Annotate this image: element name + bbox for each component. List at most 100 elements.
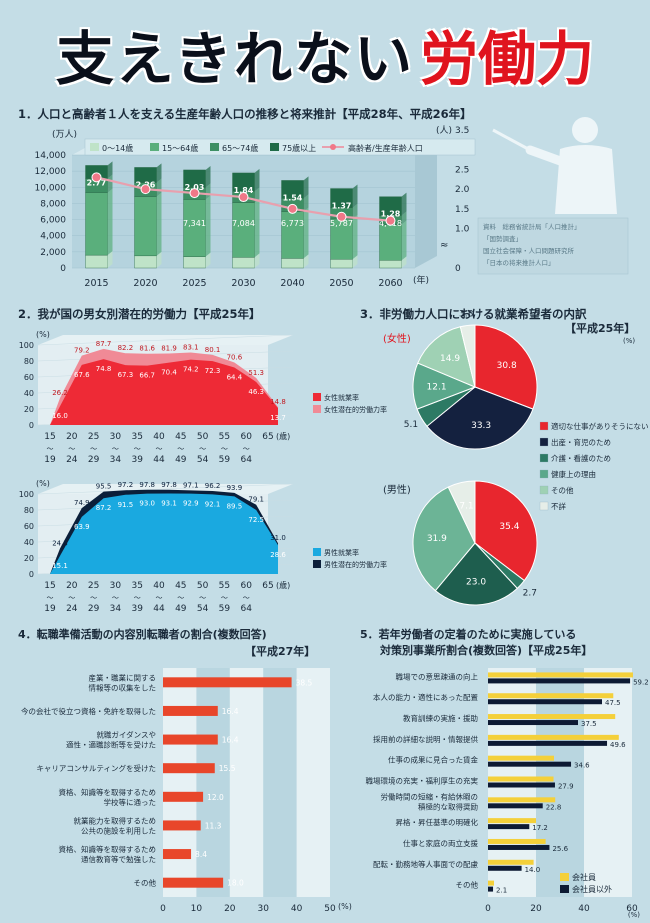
chart1-legend-label: 0〜14歳 bbox=[102, 143, 133, 153]
presenter-body bbox=[555, 145, 617, 214]
chart2-xtick-sep: 〜 bbox=[177, 594, 184, 602]
chart2-label-employment: 15.1 bbox=[52, 562, 68, 570]
chart2-xtick: 29 bbox=[88, 455, 100, 465]
chart4-bar bbox=[163, 877, 224, 888]
chart4-bar bbox=[163, 677, 292, 688]
chart4-category: 資格、知識等を取得するため学校等に通った bbox=[59, 787, 157, 807]
chart5-xtick: 60 bbox=[626, 904, 638, 914]
chart3-female-label: 3.8 bbox=[459, 310, 474, 320]
chart4-value-label: 12.0 bbox=[207, 793, 224, 802]
chart3-male-label: 7.1 bbox=[459, 502, 473, 512]
chart2-label-employment: 72.3 bbox=[205, 367, 221, 375]
chart2-gridline bbox=[37, 483, 294, 495]
chart5-value-label: 59.2 bbox=[633, 678, 649, 686]
chart2-area-employment bbox=[50, 359, 278, 425]
chart3-group-female: (女性) bbox=[383, 332, 411, 345]
chart4-category: その他 bbox=[134, 878, 157, 888]
chart5-value-label: 27.9 bbox=[558, 783, 574, 791]
chart2-label-potential: 74.9 bbox=[74, 499, 90, 507]
chart1-ytick: 6,000 bbox=[40, 216, 66, 226]
chart2-label-employment: 16.0 bbox=[52, 412, 68, 420]
chart2-ytick: 100 bbox=[19, 341, 34, 350]
chart2-xtick: 19 bbox=[44, 604, 56, 614]
chart3-female-label: 33.3 bbox=[471, 421, 491, 431]
chart2-label-potential: 97.8 bbox=[161, 481, 177, 489]
chart2-xtick: 50 bbox=[197, 581, 209, 591]
chart1-legend-label: 高齢者/生産年齢人口 bbox=[348, 143, 423, 153]
chart1-bar-side bbox=[156, 251, 162, 268]
chart4-bar bbox=[163, 849, 192, 860]
chart2-xtick: 60 bbox=[240, 432, 252, 442]
chart1-bar-segment bbox=[183, 256, 206, 269]
chart4-value-label: 8.4 bbox=[195, 850, 207, 859]
chart2-xtick: 60 bbox=[240, 581, 252, 591]
chart2-label-potential: 79.2 bbox=[74, 347, 90, 355]
chart2-label-employment: 63.9 bbox=[74, 523, 90, 531]
chart2-xtick: 65 bbox=[262, 432, 273, 442]
chart1-bar-side bbox=[303, 254, 309, 268]
chart1-ytick: 4,000 bbox=[40, 232, 66, 242]
chart2-xtick: 45 bbox=[175, 581, 186, 591]
chart5-bar bbox=[488, 824, 530, 830]
chart3-legend-swatch bbox=[539, 421, 549, 431]
chart1-xtick: 2020 bbox=[133, 278, 157, 289]
chart5-bar bbox=[488, 782, 555, 788]
chart3-male-label: 31.9 bbox=[427, 534, 447, 544]
chart1-label-mid: 7,341 bbox=[183, 219, 206, 228]
chart1-title: 1．人口と高齢者１人を支える生産年齢人口の推移と将来推計【平成28年、平成26年… bbox=[18, 107, 472, 121]
chart1-bar-segment bbox=[379, 260, 402, 269]
chart2-xtick: 65 bbox=[262, 581, 273, 591]
chart2-xtick: 55 bbox=[219, 432, 230, 442]
chart2-legend-label: 女性潜在的労働力率 bbox=[324, 405, 387, 414]
chart4-subtitle: 【平成27年】 bbox=[245, 644, 315, 658]
chart5-bar bbox=[488, 838, 546, 844]
chart4-bar bbox=[163, 791, 204, 802]
chart1-legend-label: 75歳以上 bbox=[282, 143, 316, 153]
chart1-axis-break: ≈ bbox=[440, 240, 448, 251]
chart5-bar bbox=[488, 714, 616, 720]
chart5-bar bbox=[488, 678, 631, 684]
chart1-source-line: 国立社会保障・人口問題研究所 bbox=[483, 246, 575, 255]
chart2-label-potential: 81.6 bbox=[139, 345, 155, 353]
chart1-bar-side bbox=[107, 161, 113, 179]
chart3-male-label: 35.4 bbox=[499, 522, 519, 532]
chart1-source-box bbox=[477, 217, 629, 275]
chart2-xtick: 20 bbox=[66, 432, 78, 442]
chart1-bar-side bbox=[205, 252, 211, 268]
chart5-category: その他 bbox=[456, 880, 479, 890]
chart2-ytick: 20 bbox=[24, 405, 34, 414]
chart1-bar-segment bbox=[134, 196, 157, 257]
chart1-xtick: 2040 bbox=[280, 278, 304, 289]
chart3-legend-label: 不詳 bbox=[551, 501, 566, 511]
chart1-xtick: 2025 bbox=[182, 278, 206, 289]
chart2-xtick-sep: 〜 bbox=[68, 445, 75, 453]
chart2-xtick: 19 bbox=[44, 455, 56, 465]
chart1-bar-side bbox=[205, 165, 211, 188]
chart5-value-label: 14.0 bbox=[525, 866, 541, 874]
presenter-pointer bbox=[492, 128, 531, 152]
chart1-source-line: 「日本の将来推計人口」 bbox=[483, 258, 555, 267]
chart5-bar bbox=[488, 880, 494, 886]
chart2-label-potential: 97.1 bbox=[183, 481, 199, 489]
chart1-bar-side bbox=[254, 168, 260, 192]
chart5-bar bbox=[488, 699, 602, 705]
chart2-xtick-sep: 〜 bbox=[90, 594, 97, 602]
chart1-label-top: 2.03 bbox=[185, 183, 205, 192]
chart2-xtick-sep: 〜 bbox=[243, 445, 250, 453]
chart3-male-slice bbox=[412, 486, 476, 592]
chart2-label-employment: 46.3 bbox=[248, 388, 264, 396]
chart2-xtick: 40 bbox=[153, 432, 165, 442]
chart2-xtick: 29 bbox=[88, 604, 100, 614]
chart2-title: 2．我が国の男女別潜在的労働力【平成25年】 bbox=[18, 307, 261, 321]
chart5-value-label: 49.6 bbox=[610, 741, 626, 749]
chart1-ratio-point bbox=[385, 215, 396, 226]
chart2-xtick-sep: 〜 bbox=[243, 594, 250, 602]
chart2-xtick: 35 bbox=[131, 432, 142, 442]
chart2-legend-label: 男性就業率 bbox=[324, 548, 359, 557]
chart3-legend-label: 健康上の理由 bbox=[551, 469, 596, 479]
chart2-label-employment: 93.1 bbox=[161, 500, 177, 508]
chart1-label-top: 2.77 bbox=[87, 178, 107, 187]
chart2-label-potential: 87.7 bbox=[96, 340, 112, 348]
chart2-label-employment: 74.2 bbox=[183, 366, 199, 374]
chart1-label-mid: 6,773 bbox=[281, 219, 304, 228]
